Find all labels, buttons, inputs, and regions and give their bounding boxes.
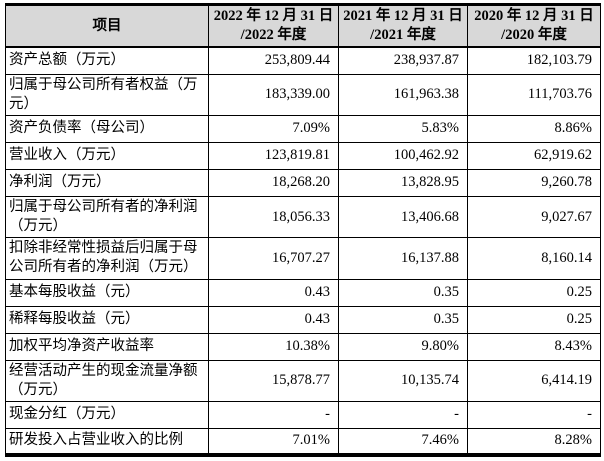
row-label: 资产总额（万元） [5,46,209,75]
row-label: 扣除非经常性损益后归属于母公司所有者的净利润（万元） [5,237,209,280]
value-2020: 111,703.76 [467,73,601,117]
value-2021: 0.35 [338,305,468,334]
value-2022: 123,819.81 [208,142,339,170]
value-2021: 7.46% [338,427,468,456]
row-label: 经营活动产生的现金流量净额（万元） [5,359,209,402]
header-2021-line1: 2021 年 12 月 31 日 [343,8,463,24]
value-2022: 7.01% [208,427,339,456]
table-row-debt-ratio: 资产负债率（母公司） 7.09% 5.83% 8.86% [5,115,601,143]
row-label: 研发投入占营业收入的比例 [5,427,209,456]
row-label: 归属于母公司所有者权益（万元） [5,73,209,117]
value-2020: 0.25 [467,278,601,307]
value-2022: 0.43 [208,305,339,334]
table-row-cash-dividend: 现金分红（万元） - - - [5,400,601,429]
value-2022: 16,707.27 [208,237,339,280]
value-2021: 238,937.87 [338,46,468,75]
row-label: 净利润（万元） [5,169,209,197]
header-2020-line1: 2020 年 12 月 31 日 [474,8,594,24]
column-header-2021: 2021 年 12 月 31 日 /2021 年度 [338,4,468,49]
value-2021: 10,135.74 [338,359,468,402]
value-2020: 8.86% [467,115,601,143]
value-2020: 9,260.78 [467,169,601,197]
value-2020: 0.25 [467,305,601,334]
value-2021: 13,406.68 [338,195,468,239]
table-row-total-assets: 资产总额（万元） 253,809.44 238,937.87 182,103.7… [5,46,601,75]
value-2022: 253,809.44 [208,46,339,75]
row-label: 稀释每股收益（元） [5,305,209,334]
column-header-2022: 2022 年 12 月 31 日 /2022 年度 [208,4,339,49]
column-header-2020: 2020 年 12 月 31 日 /2020 年度 [467,4,601,49]
value-2022: - [208,400,339,429]
value-2020: 9,027.67 [467,195,601,239]
header-2020-line2: /2020 年度 [501,27,567,44]
table-row-parent-equity: 归属于母公司所有者权益（万元） 183,339.00 161,963.38 11… [5,73,601,117]
header-2021-line2: /2021 年度 [370,27,436,44]
table-row-basic-eps: 基本每股收益（元） 0.43 0.35 0.25 [5,278,601,307]
value-2021: 9.80% [338,332,468,361]
value-2020: 8.28% [467,427,601,456]
column-header-item: 项目 [5,4,209,49]
value-2021: 16,137.88 [338,237,468,280]
row-label: 现金分红（万元） [5,400,209,429]
value-2020: 6,414.19 [467,359,601,402]
table-row-operating-cash-flow: 经营活动产生的现金流量净额（万元） 15,878.77 10,135.74 6,… [5,359,601,402]
value-2021: - [338,400,468,429]
header-2022-line1: 2022 年 12 月 31 日 [213,8,334,24]
value-2022: 183,339.00 [208,73,339,117]
value-2022: 18,268.20 [208,169,339,197]
row-label: 资产负债率（母公司） [5,115,209,143]
value-2020: 8.43% [467,332,601,361]
header-2022-line2: /2022 年度 [240,27,307,44]
table-row-net-profit-excl-nonrecurring: 扣除非经常性损益后归属于母公司所有者的净利润（万元） 16,707.27 16,… [5,237,601,280]
value-2021: 100,462.92 [338,142,468,170]
value-2021: 13,828.95 [338,169,468,197]
row-label: 基本每股收益（元） [5,278,209,307]
value-2021: 161,963.38 [338,73,468,117]
value-2022: 7.09% [208,115,339,143]
table-row-net-profit: 净利润（万元） 18,268.20 13,828.95 9,260.78 [5,169,601,197]
table-row-operating-revenue: 营业收入（万元） 123,819.81 100,462.92 62,919.62 [5,142,601,170]
row-label: 营业收入（万元） [5,142,209,170]
value-2022: 15,878.77 [208,359,339,402]
value-2022: 18,056.33 [208,195,339,239]
row-label: 加权平均净资产收益率 [5,332,209,361]
value-2022: 10.38% [208,332,339,361]
value-2021: 5.83% [338,115,468,143]
financial-summary-table: 项目 2022 年 12 月 31 日 /2022 年度 2021 年 12 月… [5,3,601,458]
value-2020: 62,919.62 [467,142,601,170]
table-row-diluted-eps: 稀释每股收益（元） 0.43 0.35 0.25 [5,305,601,334]
row-label: 归属于母公司所有者的净利润（万元） [5,195,209,239]
value-2020: 182,103.79 [467,46,601,75]
table-row-rd-revenue-ratio: 研发投入占营业收入的比例 7.01% 7.46% 8.28% [5,427,601,456]
value-2020: 8,160.14 [467,237,601,280]
header-row: 项目 2022 年 12 月 31 日 /2022 年度 2021 年 12 月… [5,4,601,49]
table-row-weighted-roe: 加权平均净资产收益率 10.38% 9.80% 8.43% [5,332,601,361]
table-row-net-profit-parent: 归属于母公司所有者的净利润（万元） 18,056.33 13,406.68 9,… [5,195,601,239]
value-2020: - [467,400,601,429]
value-2021: 0.35 [338,278,468,307]
value-2022: 0.43 [208,278,339,307]
